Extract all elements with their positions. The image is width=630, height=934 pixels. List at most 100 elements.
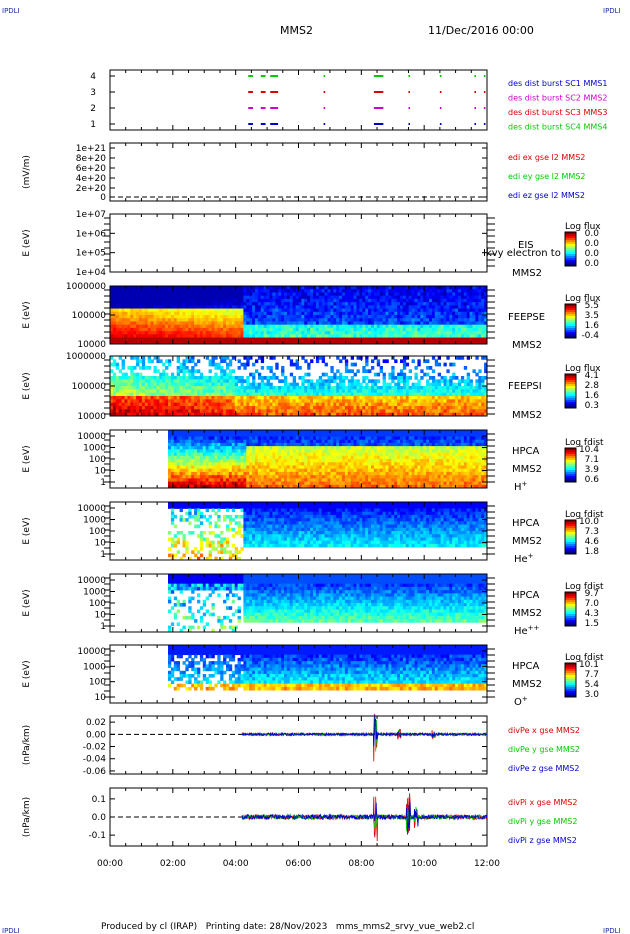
panel-3-heatmap-cell: [327, 334, 331, 338]
panel-3-heatmap-cell: [153, 289, 157, 293]
panel-3-heatmap-cell: [423, 286, 427, 290]
panel-3-heatmap-cell: [257, 286, 262, 290]
panel-3-heatmap-cell: [156, 321, 160, 326]
panel-4-heatmap-cell: [466, 382, 470, 387]
panel-3-heatmap-cell: [191, 315, 195, 319]
panel-3-heatmap-cell: [275, 337, 279, 342]
panel-3-heatmap-cell: [243, 315, 247, 319]
panel-4-heatmap-cell: [310, 386, 314, 390]
panel-5-heatmap-cell: [226, 442, 230, 447]
panel-5-heatmap-cell: [228, 449, 233, 453]
panel-3-heatmap-cell: [278, 337, 282, 342]
panel-3-heatmap-cell: [385, 308, 389, 313]
panel-5-heatmap-cell: [185, 446, 189, 450]
panel-3-heatmap-cell: [156, 302, 160, 306]
panel-3-heatmap-cell: [321, 289, 325, 293]
panel-3-heatmap-cell: [344, 305, 349, 309]
panel-5-heatmap-cell: [208, 452, 212, 457]
panel-4-heatmap-cell: [458, 406, 462, 410]
panel-3-heatmap-cell: [463, 292, 468, 297]
panel-4-heatmap-cell: [284, 386, 288, 390]
panel-0-burst-interval: [260, 107, 266, 109]
panel-3-heatmap-cell: [452, 331, 456, 335]
panel-3-heatmap-cell: [191, 298, 195, 303]
panel-3-heatmap-cell: [426, 315, 430, 319]
panel-4-heatmap-cell: [321, 379, 325, 384]
panel-4-heatmap-cell: [455, 389, 459, 394]
panel-3-heatmap-cell: [339, 302, 343, 306]
panel-3-heatmap-cell: [452, 334, 456, 338]
panel-3-heatmap-cell: [272, 295, 276, 300]
panel-4-heatmap-cell: [327, 402, 331, 407]
panel-4-heatmap-cell: [179, 389, 183, 394]
panel-3-heatmap-cell: [420, 298, 424, 303]
panel-4-heatmap-cell: [304, 379, 308, 384]
panel-3-heatmap-cell: [289, 327, 294, 332]
panel-3-heatmap-cell: [368, 289, 372, 293]
panel-4-heatmap-cell: [191, 372, 195, 377]
panel-4-heatmap-cell: [440, 389, 444, 394]
panel-3-heatmap-cell: [202, 302, 207, 306]
panel-3-heatmap-cell: [394, 286, 398, 290]
panel-3-heatmap-cell: [266, 292, 270, 297]
panel-4-heatmap-cell: [336, 396, 340, 400]
panel-4-heatmap-cell: [307, 366, 311, 370]
panel-4-heatmap-cell: [304, 372, 308, 377]
panel-3-heatmap-cell: [136, 315, 140, 319]
panel-4-heatmap-cell: [150, 399, 154, 404]
panel-4-heatmap-cell: [391, 396, 395, 400]
panel-4-heatmap-cell: [373, 396, 378, 400]
panel-5-heatmap-cell: [182, 468, 186, 473]
panel-3-heatmap-cell: [237, 289, 241, 293]
panel-4-heatmap-cell: [481, 402, 485, 407]
panel-3-heatmap-cell: [286, 331, 291, 335]
panel-4-heatmap-cell: [356, 406, 360, 410]
panel-4-heatmap-cell: [182, 412, 186, 417]
panel-4-heatmap-cell: [249, 399, 253, 404]
panel-4-heatmap-cell: [115, 406, 120, 410]
panel-4-heatmap-cell: [402, 412, 407, 417]
panel-3-heatmap-cell: [139, 298, 143, 303]
panel-3-heatmap-cell: [429, 305, 433, 309]
panel-4-heatmap-cell: [194, 362, 198, 367]
panel-3-heatmap-cell: [318, 308, 323, 313]
panel-5-heatmap-cell: [185, 478, 189, 482]
panel-4-heatmap-cell: [394, 389, 398, 394]
panel-3-heatmap-cell: [455, 327, 459, 332]
panel-4-heatmap-cell: [446, 386, 450, 390]
panel-4-heatmap-cell: [231, 392, 236, 397]
panel-3-heatmap-cell: [443, 286, 447, 290]
panel-4-heatmap-cell: [405, 392, 410, 397]
panel-4-heatmap-cell: [324, 409, 328, 414]
panel-3-heatmap-cell: [223, 311, 227, 316]
panel-3-heatmap-cell: [321, 295, 325, 300]
panel-3-heatmap-cell: [188, 337, 192, 342]
panel-4-heatmap-cell: [295, 392, 299, 397]
panel-3-heatmap-cell: [315, 311, 320, 316]
panel-0-burst-interval: [483, 123, 486, 125]
panel-3-heatmap-cell: [170, 331, 175, 335]
panel-4-heatmap-cell: [130, 386, 134, 390]
panel-3-heatmap-cell: [226, 311, 230, 316]
panel-3-heatmap-cell: [289, 334, 294, 338]
panel-3-heatmap-cell: [185, 308, 189, 313]
panel-5-heatmap-cell: [185, 436, 189, 441]
panel-4-heatmap-cell: [286, 402, 291, 407]
panel-3-heatmap-cell: [292, 286, 296, 290]
panel-3-colorbar-cell: [565, 318, 576, 321]
panel-3-heatmap-cell: [205, 334, 209, 338]
panel-4-heatmap-cell: [342, 379, 346, 384]
panel-4-heatmap-cell: [458, 412, 462, 417]
panel-3-heatmap-cell: [231, 311, 236, 316]
panel-4-heatmap-cell: [165, 399, 169, 404]
panel-4-heatmap-cell: [249, 402, 253, 407]
panel-3-heatmap-cell: [437, 289, 441, 293]
panel-4-heatmap-cell: [313, 402, 317, 407]
panel-4-heatmap-cell: [388, 389, 392, 394]
panel-4-heatmap-cell: [371, 359, 375, 364]
panel-4-heatmap-cell: [179, 409, 183, 414]
panel-4-heatmap-cell: [176, 382, 180, 387]
panel-3-heatmap-cell: [481, 340, 485, 345]
panel-4-heatmap-cell: [260, 396, 265, 400]
panel-4-heatmap-cell: [298, 402, 302, 407]
